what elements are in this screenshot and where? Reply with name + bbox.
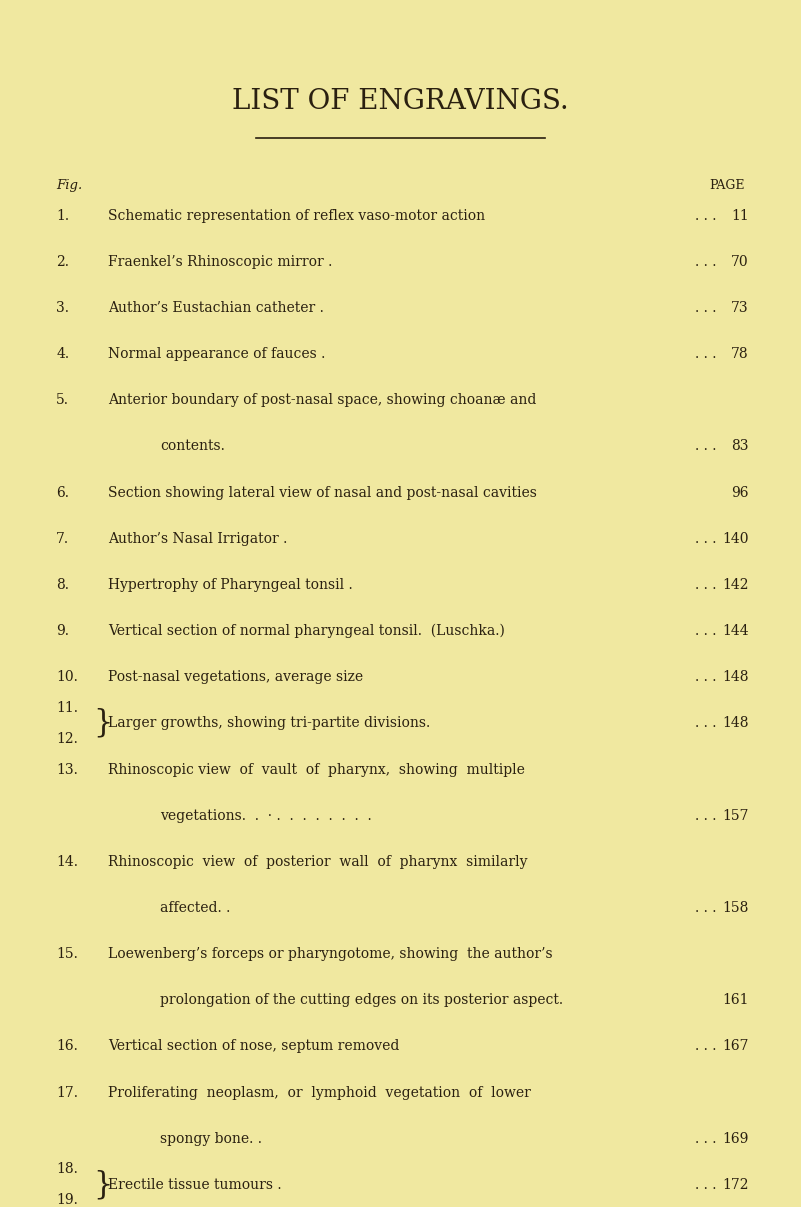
Text: Anterior boundary of post-nasal space, showing choanæ and: Anterior boundary of post-nasal space, s…	[108, 393, 537, 407]
Text: 83: 83	[731, 439, 749, 454]
Text: 73: 73	[731, 301, 749, 315]
Text: 161: 161	[723, 993, 749, 1007]
Text: 8.: 8.	[56, 578, 69, 591]
Text: 157: 157	[723, 809, 749, 823]
Text: 19.: 19.	[56, 1194, 78, 1207]
Text: Fig.: Fig.	[56, 180, 83, 192]
Text: . . .: . . .	[695, 439, 717, 454]
Text: 158: 158	[723, 900, 749, 915]
Text: Erectile tissue tumours .: Erectile tissue tumours .	[108, 1178, 282, 1191]
Text: . . .: . . .	[695, 1039, 717, 1054]
Text: Proliferating  neoplasm,  or  lymphoid  vegetation  of  lower: Proliferating neoplasm, or lymphoid vege…	[108, 1085, 531, 1100]
Text: 6.: 6.	[56, 485, 69, 500]
Text: 11: 11	[731, 209, 749, 223]
Text: vegetations.  .  · .  .  .  .  .  .  .  .: vegetations. . · . . . . . . . .	[160, 809, 372, 823]
Text: 15.: 15.	[56, 947, 78, 961]
Text: 142: 142	[723, 578, 749, 591]
Text: 13.: 13.	[56, 763, 78, 776]
Text: Loewenberg’s forceps or pharyngotome, showing  the author’s: Loewenberg’s forceps or pharyngotome, sh…	[108, 947, 553, 961]
Text: 144: 144	[723, 624, 749, 639]
Text: Schematic representation of reflex vaso-motor action: Schematic representation of reflex vaso-…	[108, 209, 485, 223]
Text: 5.: 5.	[56, 393, 69, 407]
Text: Post-nasal vegetations, average size: Post-nasal vegetations, average size	[108, 670, 364, 684]
Text: 1.: 1.	[56, 209, 69, 223]
Text: . . .: . . .	[695, 209, 717, 223]
Text: Normal appearance of fauces .: Normal appearance of fauces .	[108, 348, 325, 361]
Text: Fraenkel’s Rhinoscopic mirror .: Fraenkel’s Rhinoscopic mirror .	[108, 255, 332, 269]
Text: . . .: . . .	[695, 255, 717, 269]
Text: . . .: . . .	[695, 900, 717, 915]
Text: Rhinoscopic view  of  vault  of  pharynx,  showing  multiple: Rhinoscopic view of vault of pharynx, sh…	[108, 763, 525, 776]
Text: Section showing lateral view of nasal and post-nasal cavities: Section showing lateral view of nasal an…	[108, 485, 537, 500]
Text: 7.: 7.	[56, 532, 69, 546]
Text: 78: 78	[731, 348, 749, 361]
Text: 140: 140	[723, 532, 749, 546]
Text: Vertical section of nose, septum removed: Vertical section of nose, septum removed	[108, 1039, 400, 1054]
Text: spongy bone. .: spongy bone. .	[160, 1132, 262, 1145]
Text: 12.: 12.	[56, 731, 78, 746]
Text: . . .: . . .	[695, 809, 717, 823]
Text: 148: 148	[723, 717, 749, 730]
Text: 18.: 18.	[56, 1162, 78, 1177]
Text: . . .: . . .	[695, 348, 717, 361]
Text: 4.: 4.	[56, 348, 69, 361]
Text: }: }	[94, 707, 113, 739]
Text: 167: 167	[723, 1039, 749, 1054]
Text: Rhinoscopic  view  of  posterior  wall  of  pharynx  similarly: Rhinoscopic view of posterior wall of ph…	[108, 855, 528, 869]
Text: Vertical section of normal pharyngeal tonsil.  (Luschka.): Vertical section of normal pharyngeal to…	[108, 624, 505, 639]
Text: 172: 172	[723, 1178, 749, 1191]
Text: 17.: 17.	[56, 1085, 78, 1100]
Text: 96: 96	[731, 485, 749, 500]
Text: Hypertrophy of Pharyngeal tonsil .: Hypertrophy of Pharyngeal tonsil .	[108, 578, 353, 591]
Text: . . .: . . .	[695, 624, 717, 639]
Text: 2.: 2.	[56, 255, 69, 269]
Text: 9.: 9.	[56, 624, 69, 639]
Text: LIST OF ENGRAVINGS.: LIST OF ENGRAVINGS.	[232, 88, 569, 116]
Text: . . .: . . .	[695, 1132, 717, 1145]
Text: . . .: . . .	[695, 532, 717, 546]
Text: Author’s Eustachian catheter .: Author’s Eustachian catheter .	[108, 301, 324, 315]
Text: affected. .: affected. .	[160, 900, 231, 915]
Text: . . .: . . .	[695, 578, 717, 591]
Text: . . .: . . .	[695, 301, 717, 315]
Text: 3.: 3.	[56, 301, 69, 315]
Text: 14.: 14.	[56, 855, 78, 869]
Text: prolongation of the cutting edges on its posterior aspect.: prolongation of the cutting edges on its…	[160, 993, 563, 1007]
Text: contents.: contents.	[160, 439, 225, 454]
Text: . . .: . . .	[695, 1178, 717, 1191]
Text: 10.: 10.	[56, 670, 78, 684]
Text: 11.: 11.	[56, 701, 78, 715]
Text: 169: 169	[723, 1132, 749, 1145]
Text: }: }	[94, 1170, 113, 1200]
Text: . . .: . . .	[695, 670, 717, 684]
Text: 70: 70	[731, 255, 749, 269]
Text: Author’s Nasal Irrigator .: Author’s Nasal Irrigator .	[108, 532, 288, 546]
Text: 148: 148	[723, 670, 749, 684]
Text: 16.: 16.	[56, 1039, 78, 1054]
Text: . . .: . . .	[695, 717, 717, 730]
Text: Larger growths, showing tri-partite divisions.: Larger growths, showing tri-partite divi…	[108, 717, 430, 730]
Text: PAGE: PAGE	[710, 180, 745, 192]
